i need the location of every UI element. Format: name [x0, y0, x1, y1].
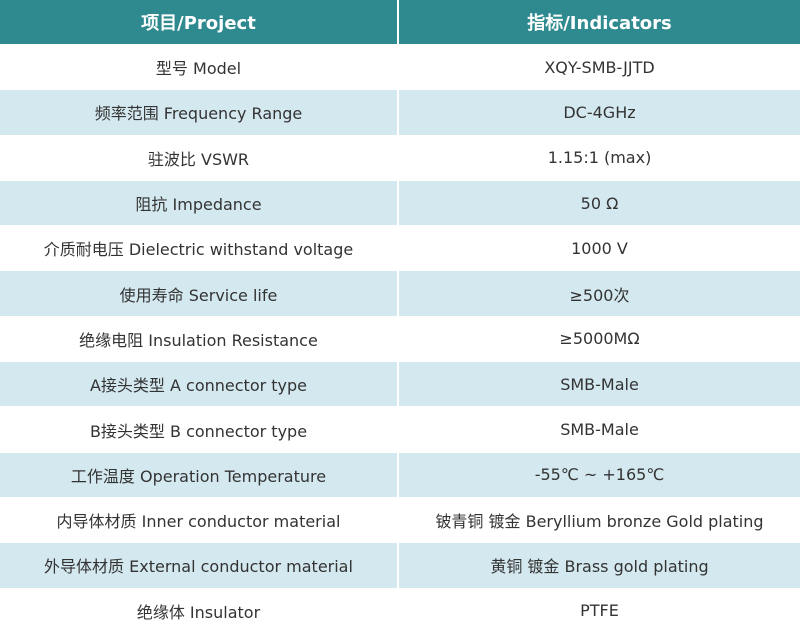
table-cell: ≥5000MΩ [399, 316, 800, 363]
table-cell: 型号 Model [0, 45, 399, 91]
table-cell: XQY-SMB-JJTD [399, 45, 800, 91]
table-cell: 50 Ω [399, 180, 800, 227]
table-cell: 介质耐电压 Dielectric withstand voltage [0, 226, 399, 272]
header-cell: 项目/Project [0, 0, 399, 45]
table-cell: 外导体材质 External conductor material [0, 543, 399, 589]
table-cell: 黄铜 镀金 Brass gold plating [399, 543, 800, 589]
table-cell: 频率范围 Frequency Range [0, 90, 399, 136]
table-cell: B接头类型 B connector type [0, 407, 399, 453]
table-cell: SMB-Male [399, 407, 800, 453]
table-cell: A接头类型 A connector type [0, 362, 399, 408]
table-cell: 1000 V [399, 226, 800, 272]
table-cell: 驻波比 VSWR [0, 135, 399, 181]
table-cell: 使用寿命 Service life [0, 271, 399, 317]
table-cell: 绝缘体 Insulator [0, 588, 399, 634]
table-cell: 绝缘电阻 Insulation Resistance [0, 316, 399, 363]
table-cell: 阻抗 Impedance [0, 180, 399, 227]
table-cell: PTFE [399, 588, 800, 634]
table-cell: 铍青铜 镀金 Beryllium bronze Gold plating [399, 497, 800, 544]
table-cell: DC-4GHz [399, 90, 800, 136]
table-cell: 内导体材质 Inner conductor material [0, 497, 399, 544]
table-cell: -55℃ ~ +165℃ [399, 452, 800, 498]
table-cell: SMB-Male [399, 362, 800, 408]
table-cell: 1.15:1 (max) [399, 135, 800, 181]
header-cell: 指标/Indicators [399, 0, 800, 45]
table-cell: ≥500次 [399, 271, 800, 317]
table-cell: 工作温度 Operation Temperature [0, 452, 399, 498]
